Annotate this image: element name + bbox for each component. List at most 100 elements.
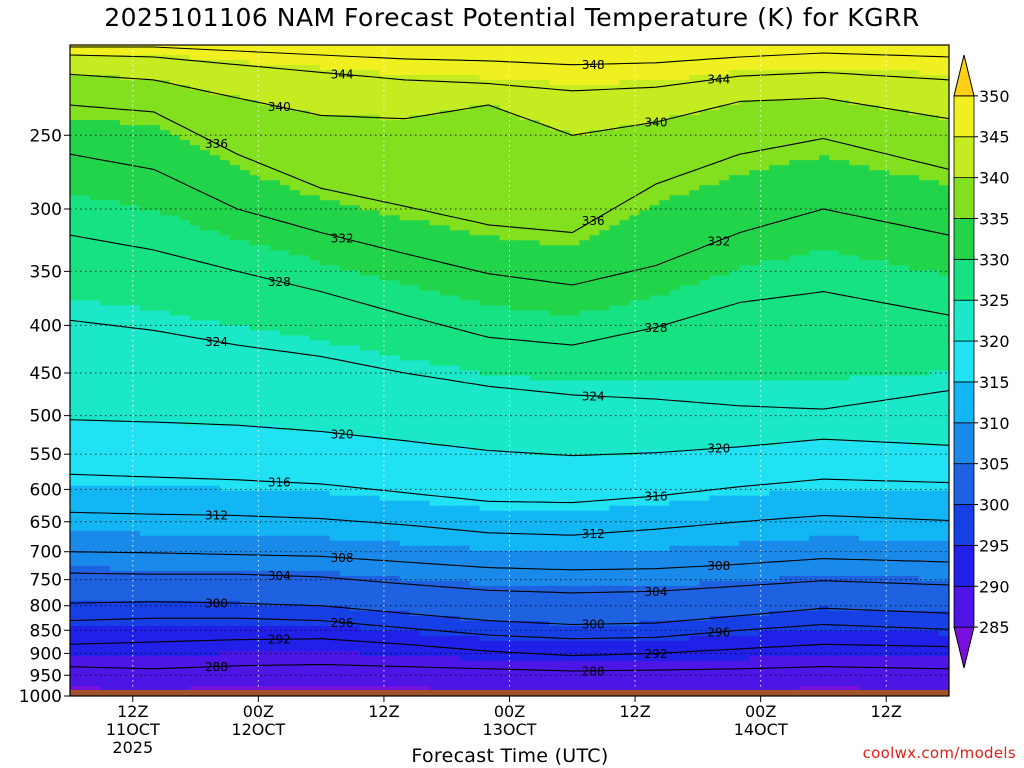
fill-cell	[389, 480, 401, 487]
fill-cell	[359, 535, 371, 542]
fill-cell	[159, 365, 171, 372]
fill-cell	[379, 475, 391, 482]
fill-cell	[429, 225, 441, 231]
fill-cell	[89, 505, 101, 512]
fill-cell	[149, 595, 161, 602]
fill-cell	[159, 455, 171, 462]
fill-cell	[149, 420, 161, 427]
fill-cell	[349, 170, 361, 176]
fill-cell	[159, 450, 171, 457]
fill-cell	[309, 65, 321, 71]
fill-cell	[319, 425, 331, 432]
fill-cell	[89, 500, 101, 507]
fill-cell	[189, 180, 201, 186]
fill-cell	[269, 625, 281, 632]
fill-cell	[369, 65, 381, 71]
fill-cell	[189, 160, 201, 166]
fill-cell	[139, 100, 151, 106]
fill-cell	[109, 455, 121, 462]
fill-cell	[139, 280, 151, 286]
fill-cell	[269, 95, 281, 101]
fill-cell	[429, 305, 441, 312]
fill-cell	[429, 545, 441, 552]
fill-cell	[199, 620, 211, 627]
fill-cell	[389, 390, 401, 397]
fill-cell	[239, 550, 251, 557]
fill-cell	[159, 75, 171, 81]
fill-cell	[269, 100, 281, 106]
fill-cell	[389, 550, 401, 557]
fill-cell	[299, 250, 311, 256]
fill-cell	[219, 585, 231, 592]
fill-cell	[359, 155, 371, 161]
fill-cell	[299, 555, 311, 562]
fill-cell	[159, 645, 171, 652]
fill-cell	[439, 85, 451, 91]
fill-cell	[79, 670, 91, 677]
fill-cell	[319, 125, 331, 131]
fill-cell	[379, 360, 391, 367]
fill-cell	[259, 295, 271, 301]
fill-cell	[379, 340, 391, 347]
fill-cell	[119, 525, 131, 532]
fill-cell	[70, 295, 81, 301]
fill-cell	[409, 565, 421, 572]
fill-cell	[259, 535, 271, 542]
fill-cell	[389, 655, 401, 662]
fill-cell	[309, 410, 321, 417]
fill-cell	[449, 190, 461, 196]
fill-cell	[309, 200, 321, 206]
fill-cell	[199, 405, 211, 412]
fill-cell	[429, 310, 441, 317]
fill-cell	[129, 265, 141, 271]
fill-cell	[109, 660, 121, 667]
fill-cell	[159, 155, 171, 161]
fill-cell	[189, 410, 201, 417]
fill-cell	[209, 365, 221, 372]
fill-cell	[259, 310, 271, 317]
fill-cell	[319, 105, 331, 111]
fill-cell	[419, 410, 431, 417]
fill-cell	[109, 85, 121, 91]
fill-cell	[239, 645, 251, 652]
fill-cell	[339, 275, 351, 281]
fill-cell	[239, 135, 251, 141]
fill-cell	[239, 225, 251, 231]
fill-cell	[329, 240, 341, 246]
fill-cell	[239, 620, 251, 627]
fill-cell	[249, 410, 261, 417]
fill-cell	[299, 430, 311, 437]
fill-cell	[99, 180, 111, 186]
fill-cell	[109, 195, 121, 201]
fill-cell	[309, 520, 321, 527]
fill-cell	[339, 460, 351, 467]
fill-cell	[329, 450, 341, 457]
fill-cell	[99, 60, 111, 66]
fill-cell	[349, 630, 361, 637]
fill-cell	[449, 85, 461, 91]
fill-cell	[439, 670, 451, 677]
fill-cell	[319, 605, 331, 612]
fill-cell	[249, 455, 261, 462]
fill-cell	[439, 360, 451, 367]
fill-cell	[70, 410, 81, 417]
fill-cell	[139, 195, 151, 201]
fill-cell	[289, 295, 301, 301]
fill-cell	[369, 295, 381, 301]
fill-cell	[219, 100, 231, 106]
fill-cell	[349, 125, 361, 131]
fill-cell	[99, 255, 111, 261]
fill-cell	[299, 255, 311, 261]
fill-cell	[209, 135, 221, 141]
fill-cell	[109, 135, 121, 141]
fill-cell	[209, 540, 221, 547]
fill-cell	[179, 455, 191, 462]
fill-cell	[89, 95, 101, 101]
fill-cell	[359, 590, 371, 597]
fill-cell	[439, 440, 451, 447]
fill-cell	[379, 350, 391, 357]
fill-cell	[369, 135, 381, 141]
fill-cell	[449, 270, 461, 276]
fill-cell	[389, 410, 401, 417]
fill-cell	[299, 630, 311, 637]
